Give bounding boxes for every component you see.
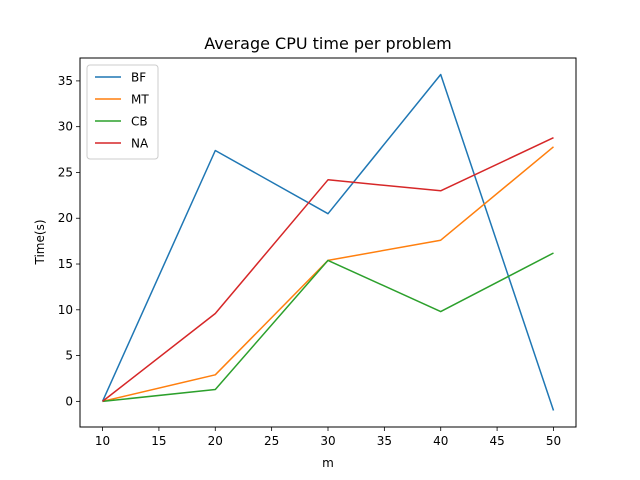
x-tick-label: 10: [95, 434, 110, 448]
y-tick-label: 10: [58, 303, 73, 317]
x-tick-label: 25: [264, 434, 279, 448]
legend-label-bf: BF: [131, 71, 146, 85]
legend-frame: [86, 64, 159, 160]
x-tick-label: 20: [208, 434, 223, 448]
y-axis-label: Time(s): [33, 220, 47, 266]
y-tick-label: 25: [58, 165, 73, 179]
series-line-bf: [101, 73, 555, 411]
series-layer: [101, 73, 555, 411]
x-axis-ticks: 10 15 20 25 30 35 40 45 50: [95, 427, 561, 448]
series-line-mt: [102, 146, 554, 403]
x-tick-label: 15: [151, 434, 166, 448]
y-tick-label: 15: [58, 257, 73, 271]
legend: BF MT CB NA: [86, 64, 159, 160]
y-tick-label: 20: [58, 211, 73, 225]
x-tick-label: 45: [489, 434, 504, 448]
y-tick-label: 30: [58, 120, 73, 134]
chart-title: Average CPU time per problem: [204, 34, 452, 53]
x-tick-label: 40: [433, 434, 448, 448]
y-tick-label: 35: [58, 74, 73, 88]
y-tick-label: 5: [65, 349, 73, 363]
series-line-na: [102, 137, 554, 402]
legend-label-cb: CB: [131, 115, 148, 129]
x-tick-label: 30: [320, 434, 335, 448]
x-tick-label: 50: [546, 434, 561, 448]
y-axis-ticks: 0 5 10 15 20 25 30 35: [58, 74, 80, 408]
legend-label-mt: MT: [131, 93, 149, 107]
series-line-cb: [102, 252, 554, 403]
legend-label-na: NA: [131, 137, 149, 151]
x-axis-label: m: [322, 456, 334, 470]
y-tick-label: 0: [65, 394, 73, 408]
x-tick-label: 35: [377, 434, 392, 448]
